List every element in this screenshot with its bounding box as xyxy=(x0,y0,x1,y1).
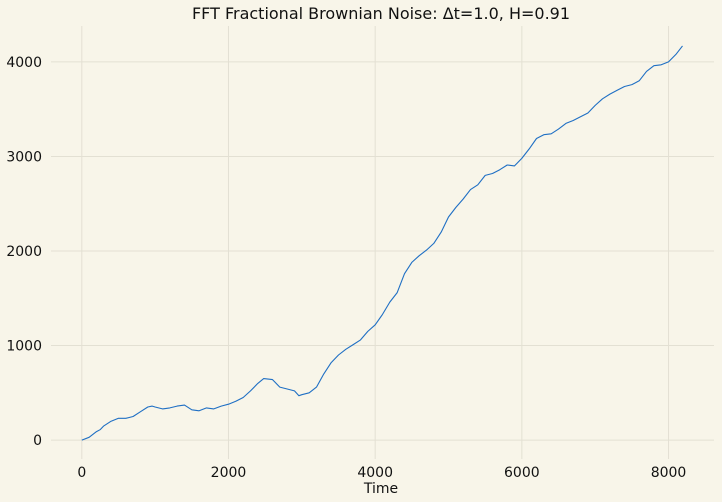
x-tick-label: 4000 xyxy=(357,465,393,481)
y-tick-label: 2000 xyxy=(6,244,42,260)
x-tick-label: 0 xyxy=(77,465,86,481)
x-axis: 0 2000 4000 6000 8000 xyxy=(77,465,686,481)
chart-title: FFT Fractional Brownian Noise: Δt=1.0, H… xyxy=(192,4,570,23)
y-tick-label: 4000 xyxy=(6,55,42,71)
x-axis-title: Time xyxy=(363,481,398,497)
x-tick-label: 8000 xyxy=(651,465,687,481)
y-tick-label: 0 xyxy=(33,433,42,449)
series-group xyxy=(81,45,683,441)
grid xyxy=(51,26,714,459)
series-line-1 xyxy=(81,45,683,441)
x-tick-label: 6000 xyxy=(504,465,540,481)
y-tick-label: 3000 xyxy=(6,149,42,165)
y-axis: 0 1000 2000 3000 4000 xyxy=(6,55,42,449)
x-tick-label: 2000 xyxy=(211,465,247,481)
y-tick-label: 1000 xyxy=(6,339,42,355)
